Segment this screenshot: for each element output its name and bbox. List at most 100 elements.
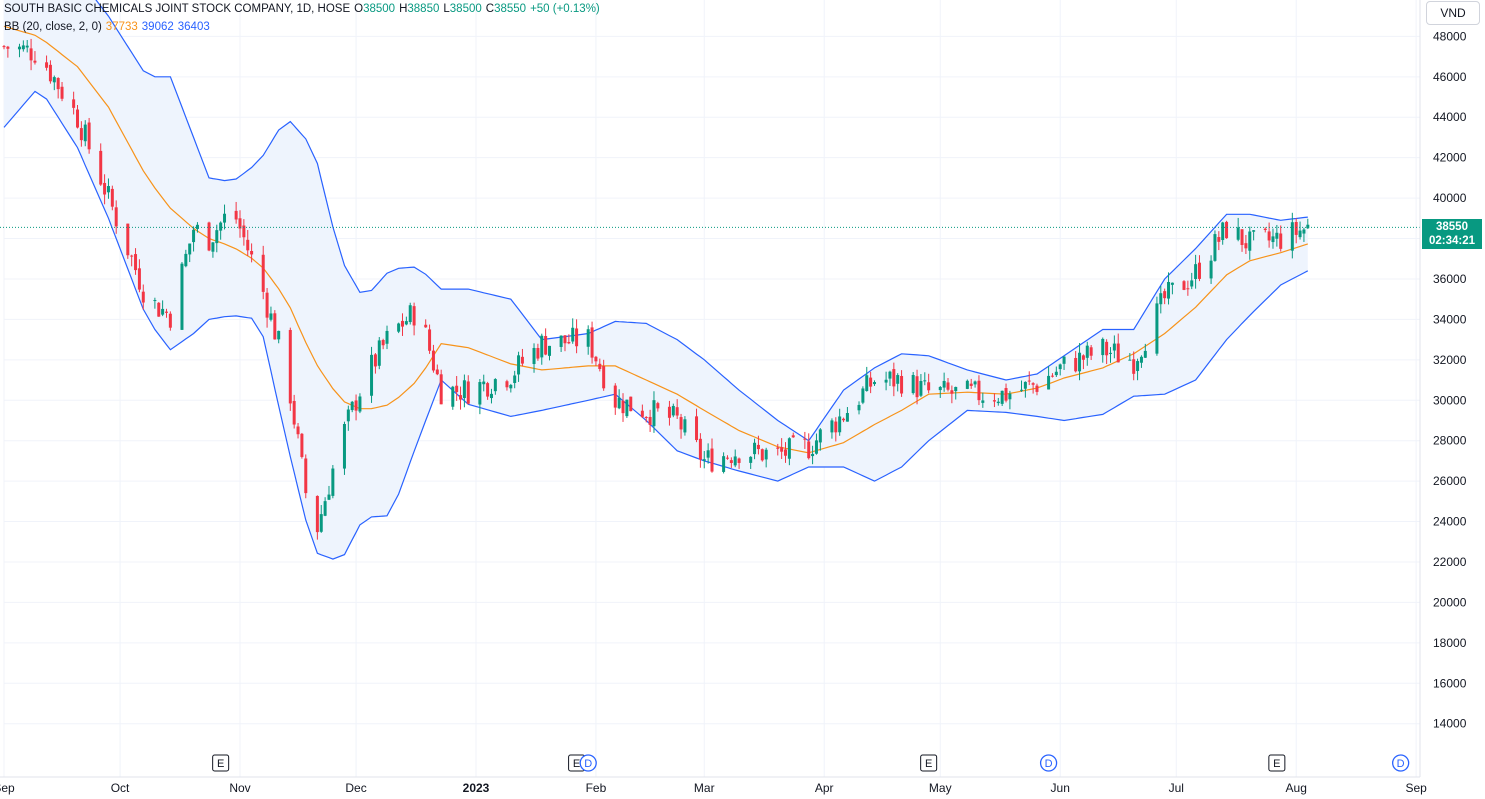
candle-body[interactable] [888,371,892,379]
candle-body[interactable] [702,459,706,461]
candle-body[interactable] [126,223,130,256]
candle-body[interactable] [1139,356,1143,363]
candle-body[interactable] [466,381,470,404]
candle-body[interactable] [505,381,509,388]
candle-body[interactable] [919,381,923,396]
candle-body[interactable] [729,460,733,463]
symbol-info[interactable]: SOUTH BASIC CHEMICALS JOINT STOCK COMPAN… [4,3,351,15]
candle-body[interactable] [288,329,292,404]
candle-body[interactable] [602,366,606,389]
candle-body[interactable] [277,330,281,340]
candle-body[interactable] [83,124,87,142]
time-tick-label[interactable]: Oct [111,781,130,795]
price-tick-label[interactable]: 14000 [1433,717,1467,731]
candle-body[interactable] [1267,231,1271,241]
candle-body[interactable] [780,447,784,452]
candle-body[interactable] [223,213,227,223]
price-tick-label[interactable]: 36000 [1433,272,1467,286]
candle-body[interactable] [869,377,873,387]
candle-body[interactable] [331,468,335,496]
candle-body[interactable] [33,60,37,63]
dividend-marker[interactable] [1392,754,1410,772]
candle-body[interactable] [845,412,849,422]
candle-body[interactable] [520,356,524,364]
candle-body[interactable] [753,442,757,455]
candle-body[interactable] [509,384,513,389]
candle-body[interactable] [60,86,64,99]
candle-body[interactable] [613,385,617,408]
candle-body[interactable] [265,292,269,318]
candle-body[interactable] [996,401,1000,404]
candle-body[interactable] [134,254,138,271]
price-tick-label[interactable]: 32000 [1433,353,1467,367]
bb-upper-line[interactable] [4,0,1308,442]
candle-body[interactable] [683,419,687,433]
candle-body[interactable] [973,381,977,385]
candle-body[interactable] [1225,221,1229,239]
candle-body[interactable] [52,77,56,83]
candle-body[interactable] [1248,231,1252,251]
candle-body[interactable] [161,308,165,315]
candle-body[interactable] [1240,229,1244,245]
candle-body[interactable] [954,386,958,392]
candle-body[interactable] [540,335,544,358]
candle-body[interactable] [250,250,254,255]
time-tick-label[interactable]: 2023 [463,781,490,795]
candle-body[interactable] [586,329,590,347]
candle-body[interactable] [532,347,536,365]
candle-body[interactable] [656,403,660,409]
candle-body[interactable] [439,374,443,405]
candle-body[interactable] [625,399,629,417]
candle-body[interactable] [830,420,834,433]
time-tick-label[interactable]: Mar [694,781,715,795]
candle-body[interactable] [1035,385,1039,392]
candle-body[interactable] [315,495,319,533]
candle-body[interactable] [814,440,818,454]
candle-body[interactable] [486,383,490,397]
candle-body[interactable] [617,397,621,409]
candle-body[interactable] [130,255,134,257]
time-tick-label[interactable]: Jun [1051,781,1070,795]
candle-body[interactable] [1020,389,1024,391]
candle-body[interactable] [776,447,780,449]
candle-body[interactable] [756,444,760,450]
candle-body[interactable] [1290,222,1294,251]
price-tick-label[interactable]: 46000 [1433,70,1467,84]
price-tick-label[interactable]: 28000 [1433,434,1467,448]
candle-body[interactable] [381,340,385,346]
candle-body[interactable] [536,347,540,359]
time-tick-label[interactable]: Jul [1169,781,1184,795]
candle-body[interactable] [1170,282,1174,285]
candle-body[interactable] [764,449,768,460]
candle-body[interactable] [749,456,753,463]
candle-body[interactable] [1271,236,1275,243]
candle-body[interactable] [1112,343,1116,351]
candle-body[interactable] [56,78,60,90]
candle-body[interactable] [942,380,946,388]
symbol-legend[interactable]: SOUTH BASIC CHEMICALS JOINT STOCK COMPAN… [4,3,604,15]
price-axis-labels[interactable]: 14000 16000 18000 20000 22000 24000 26000 28000… [1433,29,1467,730]
candle-body[interactable] [1306,224,1310,229]
candle-body[interactable] [1000,390,1004,404]
candle-body[interactable] [706,450,710,458]
candle-body[interactable] [1182,281,1186,290]
candle-body[interactable] [884,379,888,383]
candle-body[interactable] [695,416,699,441]
candle-body[interactable] [679,417,683,430]
candle-body[interactable] [965,380,969,389]
candle-body[interactable] [1054,371,1058,376]
time-tick-label[interactable]: Apr [815,781,834,795]
candle-body[interactable] [168,313,172,328]
candle-body[interactable] [629,396,633,412]
time-tick-label[interactable]: Sep [0,781,15,795]
candle-body[interactable] [1279,233,1283,249]
candle-body[interactable] [548,345,552,356]
candle-body[interactable] [784,449,788,456]
candle-body[interactable] [1143,350,1147,358]
candle-body[interactable] [567,342,571,344]
candle-body[interactable] [842,418,846,421]
candle-body[interactable] [818,429,822,443]
candle-body[interactable] [981,400,985,403]
candle-body[interactable] [350,401,354,411]
candle-body[interactable] [211,242,215,252]
